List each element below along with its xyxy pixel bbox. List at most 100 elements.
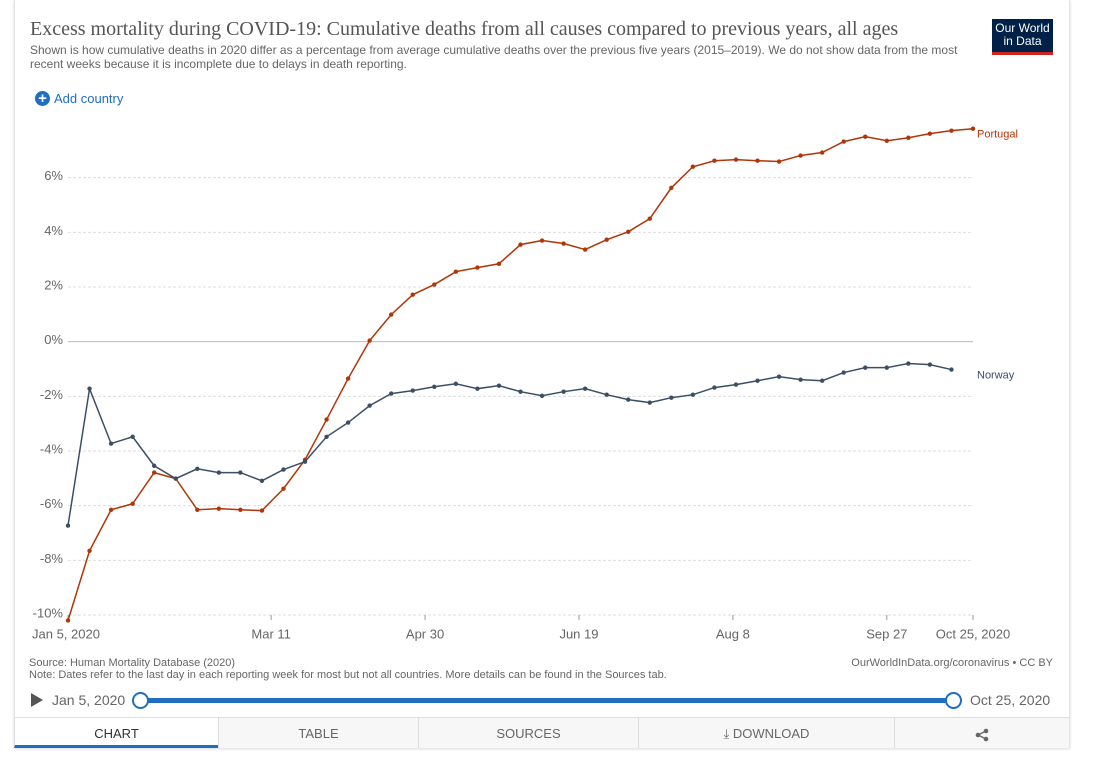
- timeline-track[interactable]: [140, 698, 954, 703]
- point: [884, 365, 890, 370]
- point: [345, 376, 351, 381]
- point: [216, 470, 222, 475]
- note: Note: Dates refer to the last day in eac…: [29, 669, 667, 681]
- point: [195, 466, 200, 471]
- point: [819, 378, 825, 383]
- tab-label: DOWNLOAD: [732, 726, 810, 741]
- point: [669, 185, 674, 190]
- share-icon: [975, 728, 989, 741]
- point: [561, 389, 566, 394]
- point: [281, 467, 286, 472]
- x-tick-label: Mar 11: [251, 626, 291, 641]
- point: [130, 434, 135, 439]
- tab[interactable]: TABLE: [218, 717, 418, 748]
- point: [432, 282, 437, 287]
- point: [776, 159, 782, 164]
- tab[interactable]: ⤓ DOWNLOAD: [638, 717, 894, 748]
- chart-title: Excess mortality during COVID-19: Cumula…: [30, 18, 899, 40]
- series-line: [67, 362, 952, 526]
- x-tick-label: Apr 30: [406, 626, 444, 641]
- point: [970, 126, 976, 131]
- logo-line: Our World: [995, 21, 1050, 35]
- tab[interactable]: CHART: [14, 717, 218, 748]
- point: [539, 393, 545, 398]
- point: [733, 382, 739, 387]
- point: [927, 362, 933, 367]
- series-label: Norway: [977, 369, 1015, 381]
- point: [130, 501, 135, 506]
- point: [324, 417, 329, 422]
- point: [432, 384, 437, 389]
- logo-line: in Data: [1003, 34, 1042, 48]
- point: [626, 397, 631, 402]
- x-tick-label: Aug 8: [716, 626, 750, 641]
- point: [238, 470, 243, 475]
- y-tick-label: -6%: [40, 496, 64, 511]
- y-tick-label: -8%: [40, 551, 64, 566]
- point: [798, 153, 803, 158]
- point: [281, 486, 286, 491]
- point: [367, 338, 372, 343]
- point: [238, 507, 243, 512]
- point: [863, 365, 868, 370]
- tab[interactable]: [894, 717, 1069, 748]
- y-tick-label: -4%: [40, 441, 64, 456]
- point: [647, 400, 652, 405]
- timeline-handle[interactable]: [132, 692, 149, 709]
- point: [453, 381, 459, 386]
- point: [582, 386, 588, 391]
- point: [539, 238, 545, 243]
- point: [324, 434, 329, 439]
- point: [949, 128, 954, 133]
- point: [841, 139, 846, 144]
- point: [151, 470, 157, 475]
- point: [819, 150, 825, 155]
- point: [949, 367, 954, 372]
- add-country[interactable]: Add country: [54, 91, 124, 106]
- url[interactable]: OurWorldInData.org/coronavirus • CC BY: [851, 657, 1053, 669]
- point: [604, 392, 609, 397]
- point: [151, 463, 157, 468]
- point: [582, 247, 588, 252]
- point: [87, 386, 92, 391]
- point: [389, 312, 394, 317]
- point: [302, 459, 308, 464]
- point: [841, 370, 846, 375]
- point: [798, 377, 803, 382]
- point: [604, 237, 609, 242]
- point: [712, 158, 717, 163]
- point: [173, 476, 178, 481]
- logo[interactable]: Our World in Data: [992, 19, 1053, 55]
- point: [496, 383, 502, 388]
- tab[interactable]: SOURCES: [418, 717, 638, 748]
- chart-subtitle: Shown is how cumulative deaths in 2020 d…: [30, 43, 958, 71]
- point: [345, 420, 351, 425]
- x-tick-label: Jan 5, 2020: [32, 626, 100, 641]
- point: [496, 261, 502, 266]
- point: [108, 507, 114, 512]
- y-tick-label: -10%: [33, 605, 64, 620]
- play-button[interactable]: [29, 692, 45, 708]
- point: [216, 506, 222, 511]
- point: [195, 507, 200, 512]
- point: [712, 385, 717, 390]
- x-tick-label: Sep 27: [866, 626, 907, 641]
- point: [108, 441, 114, 446]
- point: [690, 392, 696, 397]
- y-tick-label: 6%: [44, 168, 63, 183]
- point: [906, 361, 911, 366]
- point: [65, 618, 71, 623]
- point: [259, 478, 265, 483]
- point: [475, 265, 480, 270]
- y-tick-label: -2%: [40, 387, 64, 402]
- point: [927, 131, 933, 136]
- point: [367, 403, 372, 408]
- point: [755, 158, 760, 163]
- series-label: Portugal: [977, 129, 1018, 141]
- point: [410, 388, 415, 393]
- add-icon[interactable]: +: [35, 91, 50, 106]
- x-tick-label: Jun 19: [559, 626, 598, 641]
- point: [453, 269, 459, 274]
- point: [65, 523, 71, 528]
- timeline-handle[interactable]: [945, 692, 962, 709]
